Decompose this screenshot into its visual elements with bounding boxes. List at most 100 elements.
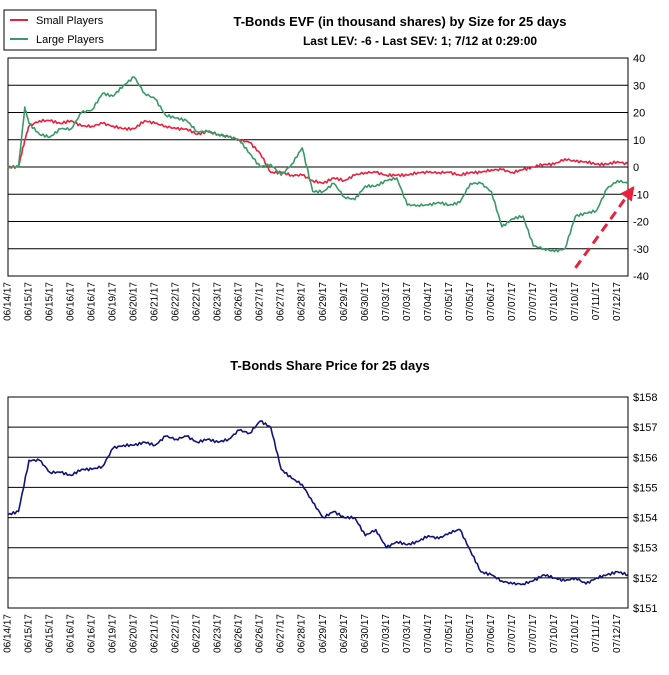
evf-x-tick-label: 07/07/17 <box>528 282 539 321</box>
price-x-tick-label: 07/10/17 <box>570 614 581 653</box>
price-x-tick-label: 06/16/17 <box>66 614 77 653</box>
price-x-tick-label: 06/22/17 <box>171 614 182 653</box>
price-plot-area <box>7 396 629 609</box>
price-series <box>7 420 629 586</box>
price-x-tick-label: 07/03/17 <box>402 614 413 653</box>
price-x-tick-label: 06/26/17 <box>255 614 266 653</box>
evf-x-tick-label: 07/11/17 <box>591 282 602 321</box>
price-y-tick-label: $157 <box>633 422 657 434</box>
evf-series-line-small-players <box>7 118 629 185</box>
evf-y-tick-label: 30 <box>633 80 645 92</box>
price-x-tick-label: 07/10/17 <box>549 614 560 653</box>
price-x-tick-label: 06/15/17 <box>45 614 56 653</box>
evf-y-tick-label: 20 <box>633 108 645 120</box>
evf-x-tick-label: 07/03/17 <box>381 282 392 321</box>
evf-x-tick-label: 06/22/17 <box>192 282 203 321</box>
evf-chart-panel: T-Bonds EVF (in thousand shares) by Size… <box>3 9 649 321</box>
evf-series-line-large-players <box>7 76 629 253</box>
price-x-tick-label: 07/11/17 <box>591 614 602 653</box>
price-y-tick-label: $158 <box>633 392 657 404</box>
evf-y-tick-label: 10 <box>633 135 645 147</box>
legend-label-small-players: Small Players <box>36 15 104 27</box>
evf-x-tick-label: 07/05/17 <box>465 282 476 321</box>
price-x-tick-label: 07/07/17 <box>528 614 539 653</box>
price-y-tick-label: $151 <box>633 603 657 615</box>
price-x-tick-label: 06/29/17 <box>339 614 350 653</box>
evf-x-tick-label: 06/15/17 <box>24 282 35 321</box>
evf-x-tick-label: 07/10/17 <box>549 282 560 321</box>
evf-y-tick-label: -40 <box>633 271 649 283</box>
price-x-tick-label: 06/14/17 <box>3 614 14 653</box>
trend-arrow-line <box>574 185 636 269</box>
price-x-tick-label: 07/07/17 <box>507 614 518 653</box>
price-chart: T-Bonds Share Price for 25 days $158 $157… <box>3 358 658 653</box>
price-y-tick-label: $153 <box>633 543 657 555</box>
price-y-tick-label: $154 <box>633 513 657 525</box>
evf-legend: Small Players Large Players <box>3 9 157 51</box>
evf-chart: T-Bonds EVF (in thousand shares) by Size… <box>3 9 649 321</box>
evf-x-tick-label: 06/23/17 <box>213 282 224 321</box>
evf-y-tick-label: -10 <box>633 189 649 201</box>
price-x-tick-label: 06/20/17 <box>129 614 140 653</box>
evf-x-tick-label: 07/03/17 <box>402 282 413 321</box>
evf-x-tick-label: 06/30/17 <box>360 282 371 321</box>
evf-x-tick-label: 06/15/17 <box>45 282 56 321</box>
price-y-tick-label: $156 <box>633 452 657 464</box>
price-x-axis: 06/14/17 06/15/17 06/15/17 06/16/17 06/16/17… <box>3 614 623 653</box>
evf-x-tick-label: 06/16/17 <box>66 282 77 321</box>
evf-x-tick-label: 06/27/17 <box>255 282 266 321</box>
evf-x-tick-label: 06/22/17 <box>171 282 182 321</box>
evf-y-tick-label: 40 <box>633 53 645 65</box>
price-x-tick-label: 06/16/17 <box>87 614 98 653</box>
price-gridlines <box>8 426 628 579</box>
evf-x-tick-label: 06/29/17 <box>318 282 329 321</box>
price-chart-title: T-Bonds Share Price for 25 days <box>230 358 429 373</box>
price-x-tick-label: 06/27/17 <box>276 614 287 653</box>
evf-y-tick-label: -30 <box>633 244 649 256</box>
price-x-tick-label: 07/12/17 <box>612 614 623 653</box>
evf-x-tick-label: 06/26/17 <box>234 282 245 321</box>
evf-x-axis: 06/14/17 06/15/17 06/15/17 06/16/17 06/16/17… <box>3 282 623 321</box>
evf-x-tick-label: 06/27/17 <box>276 282 287 321</box>
price-y-axis: $158 $157 $156 $155 $154 $153 $152 $151 <box>633 392 657 615</box>
evf-x-tick-label: 07/05/17 <box>444 282 455 321</box>
evf-x-tick-label: 06/21/17 <box>150 282 161 321</box>
evf-y-axis: 40 30 20 10 0 -10 -20 -30 -40 <box>633 53 649 283</box>
price-x-tick-label: 07/05/17 <box>465 614 476 653</box>
price-x-tick-label: 06/30/17 <box>360 614 371 653</box>
price-x-tick-label: 06/22/17 <box>192 614 203 653</box>
evf-x-tick-label: 07/12/17 <box>612 282 623 321</box>
price-x-tick-label: 07/06/17 <box>486 614 497 653</box>
evf-x-tick-label: 07/10/17 <box>570 282 581 321</box>
price-x-tick-label: 06/29/17 <box>318 614 329 653</box>
price-x-tick-label: 06/26/17 <box>234 614 245 653</box>
price-x-tick-label: 06/21/17 <box>150 614 161 653</box>
evf-chart-title: T-Bonds EVF (in thousand shares) by Size… <box>233 14 566 29</box>
evf-y-tick-label: -20 <box>633 217 649 229</box>
price-x-tick-label: 07/04/17 <box>423 614 434 653</box>
evf-x-tick-label: 06/19/17 <box>108 282 119 321</box>
evf-x-tick-label: 06/14/17 <box>3 282 14 321</box>
evf-x-tick-label: 06/20/17 <box>129 282 140 321</box>
evf-x-tick-label: 06/16/17 <box>87 282 98 321</box>
evf-series <box>7 76 636 269</box>
evf-x-tick-label: 07/06/17 <box>486 282 497 321</box>
evf-x-tick-label: 07/04/17 <box>423 282 434 321</box>
trend-arrow-head <box>620 186 635 202</box>
price-x-tick-label: 06/15/17 <box>24 614 35 653</box>
price-series-line-t-bonds-share-price <box>7 420 629 586</box>
price-x-tick-label: 06/19/17 <box>108 614 119 653</box>
evf-x-tick-label: 06/28/17 <box>297 282 308 321</box>
price-x-tick-label: 06/28/17 <box>297 614 308 653</box>
evf-y-tick-label: 0 <box>633 162 639 174</box>
legend-label-large-players: Large Players <box>36 34 104 46</box>
price-y-tick-label: $155 <box>633 482 657 494</box>
evf-chart-subtitle: Last LEV: -6 - Last SEV: 1; 7/12 at 0:29… <box>303 34 537 48</box>
evf-x-tick-label: 06/29/17 <box>339 282 350 321</box>
price-x-tick-label: 07/03/17 <box>381 614 392 653</box>
price-chart-panel: T-Bonds Share Price for 25 days $158 $157… <box>0 340 669 670</box>
price-x-tick-label: 06/23/17 <box>213 614 224 653</box>
evf-gridlines <box>8 84 628 250</box>
price-y-tick-label: $152 <box>633 573 657 585</box>
evf-x-tick-label: 07/07/17 <box>507 282 518 321</box>
